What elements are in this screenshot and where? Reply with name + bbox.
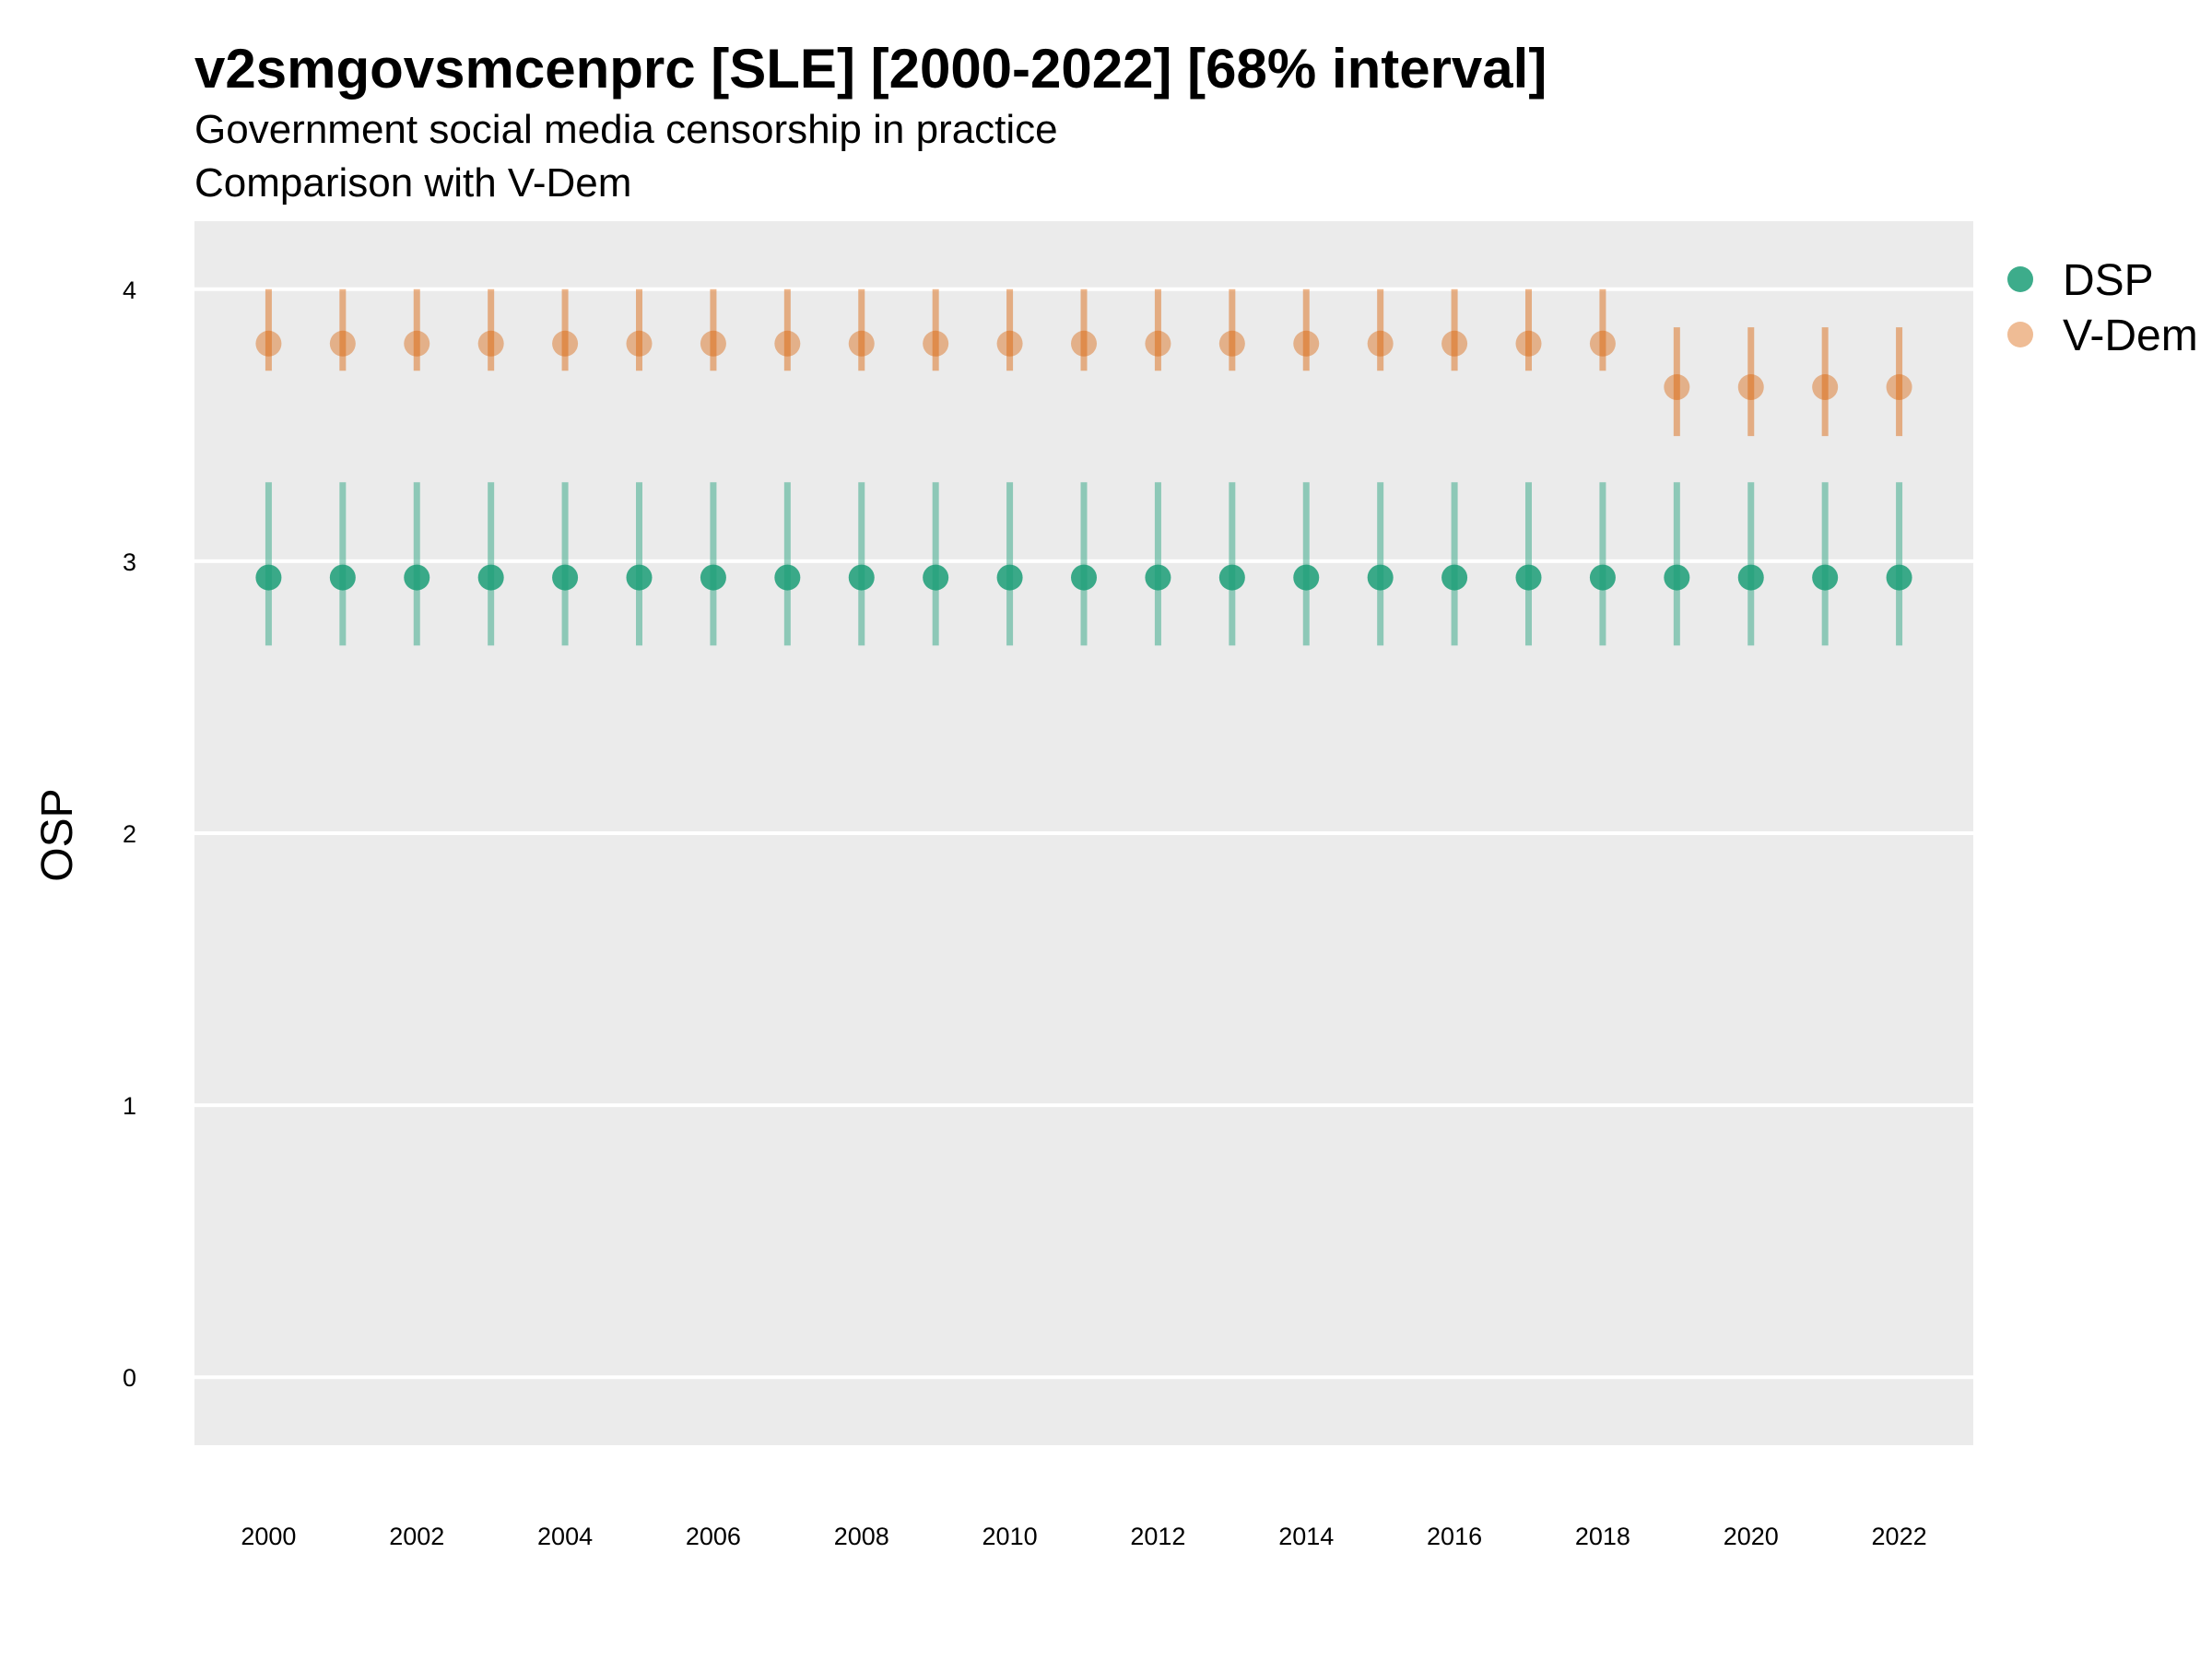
data-point — [1071, 564, 1097, 591]
data-point — [1886, 564, 1912, 591]
x-tick-label: 2018 — [1575, 1523, 1630, 1550]
data-point — [848, 330, 875, 357]
series-v-dem — [255, 288, 1912, 437]
legend-swatch — [2007, 322, 2033, 347]
y-tick-label: 3 — [123, 548, 136, 576]
y-tick-labels: 0 1 2 3 4 — [123, 276, 136, 1392]
data-point — [1812, 564, 1839, 591]
y-tick-label: 2 — [123, 820, 136, 848]
chart-subtitle-2: Comparison with V-Dem — [194, 160, 631, 206]
data-point — [700, 330, 726, 357]
data-point — [1589, 330, 1616, 357]
data-point — [552, 564, 579, 591]
data-point — [552, 330, 579, 357]
data-point — [1367, 564, 1394, 591]
data-point — [774, 564, 801, 591]
data-point — [1441, 330, 1468, 357]
data-point — [1293, 330, 1320, 357]
y-axis-label: OSP — [33, 788, 82, 881]
data-point — [1589, 564, 1616, 591]
data-point — [1367, 330, 1394, 357]
data-point — [1293, 564, 1320, 591]
data-point — [996, 564, 1023, 591]
data-point — [477, 330, 504, 357]
legend-label: DSP — [2063, 256, 2154, 305]
data-point — [477, 564, 504, 591]
data-point — [1441, 564, 1468, 591]
data-point — [848, 564, 875, 591]
chart-title: v2smgovsmcenprc [SLE] [2000-2022] [68% i… — [194, 38, 1547, 100]
x-tick-label: 2010 — [982, 1523, 1038, 1550]
legend-label: V-Dem — [2063, 312, 2198, 360]
x-tick-labels: 2000 2002 2004 2006 2008 2010 2012 2014 2016 2018… — [241, 1523, 1926, 1550]
data-point — [626, 564, 653, 591]
data-point — [1145, 564, 1171, 591]
legend-swatch — [2007, 266, 2033, 292]
data-point — [1218, 564, 1245, 591]
data-point — [1664, 374, 1690, 401]
x-tick-label: 2016 — [1427, 1523, 1482, 1550]
data-point — [1812, 374, 1839, 401]
x-tick-label: 2000 — [241, 1523, 296, 1550]
data-point — [329, 330, 356, 357]
data-point — [996, 330, 1023, 357]
data-point — [329, 564, 356, 591]
series-dsp — [255, 482, 1912, 646]
data-point — [1515, 330, 1542, 357]
data-point — [255, 564, 282, 591]
data-point — [1737, 374, 1764, 401]
data-point — [404, 330, 430, 357]
x-tick-label: 2020 — [1724, 1523, 1779, 1550]
data-point — [1145, 330, 1171, 357]
x-tick-label: 2004 — [537, 1523, 593, 1550]
data-point — [255, 330, 282, 357]
data-point — [626, 330, 653, 357]
x-tick-label: 2014 — [1278, 1523, 1334, 1550]
x-tick-label: 2002 — [389, 1523, 444, 1550]
data-point — [1886, 374, 1912, 401]
legend: DSP V-Dem — [2007, 256, 2198, 360]
data-point — [1664, 564, 1690, 591]
data-point — [1218, 330, 1245, 357]
y-tick-label: 4 — [123, 276, 136, 304]
y-tick-label: 0 — [123, 1364, 136, 1392]
chart-subtitle: Government social media censorship in pr… — [194, 107, 1058, 152]
x-tick-label: 2006 — [686, 1523, 741, 1550]
data-series — [255, 288, 1912, 646]
data-point — [923, 330, 949, 357]
data-point — [1737, 564, 1764, 591]
data-point — [774, 330, 801, 357]
x-tick-label: 2008 — [834, 1523, 889, 1550]
grid-lines — [194, 287, 1973, 1380]
data-point — [404, 564, 430, 591]
y-tick-label: 1 — [123, 1092, 136, 1120]
x-tick-label: 2012 — [1130, 1523, 1185, 1550]
data-point — [1071, 330, 1097, 357]
data-point — [700, 564, 726, 591]
data-point — [923, 564, 949, 591]
data-point — [1515, 564, 1542, 591]
x-tick-label: 2022 — [1872, 1523, 1927, 1550]
